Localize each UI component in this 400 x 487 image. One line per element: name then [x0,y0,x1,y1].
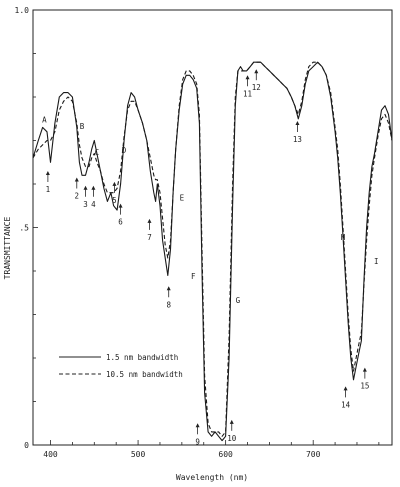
annotation-label: E [180,194,185,203]
annotation-label: B [80,122,85,131]
x-tick-label: 700 [306,450,321,459]
annotation-label: F [191,272,196,281]
annotation-label: 15 [360,382,369,391]
annotation-arrowhead [45,171,50,175]
plot-frame [32,9,393,446]
annotation-label: 2 [75,192,80,201]
legend: 1.5 nm bandwidth 10.5 nm bandwidth [59,353,183,379]
annotation-label: 3 [83,200,88,209]
y-tick-label: .5 [19,224,29,233]
annotation-label: 7 [147,233,152,242]
annotation-label: 6 [118,218,123,227]
annotation-label: H [341,233,346,242]
x-tick-label: 400 [43,450,58,459]
series-line-10-5nm [32,61,393,437]
annotation-arrowhead [118,203,123,208]
annotation-arrowhead [147,218,152,223]
x-tick-label: 500 [131,450,146,459]
annotation-arrowhead [83,185,88,190]
annotation-label: 9 [195,437,200,446]
annotation-label: A [42,115,47,124]
legend-label-solid: 1.5 nm bandwidth [106,353,178,362]
annotation-arrowhead [91,185,96,190]
annotation-arrowhead [254,69,259,74]
annotation-arrowhead [343,386,348,391]
annotation-label: G [236,296,241,305]
annotation-label: C [95,148,100,157]
annotation-label: 11 [243,89,252,98]
annotation-arrowhead [74,177,79,182]
x-axis-label: Wavelength (nm) [176,473,248,482]
annotation-label: I [374,257,379,266]
annotation-arrowhead [362,367,367,372]
annotation-label: D [122,146,127,155]
annotation-arrowhead [229,419,234,424]
annotation-label: 10 [227,434,237,443]
series-line-1-5nm [32,61,393,442]
annotation-label: 13 [293,135,302,144]
annotation-arrowhead [245,75,250,80]
annotation-arrowhead [295,120,300,125]
annotation-label: 4 [91,200,96,209]
legend-label-dashed: 10.5 nm bandwidth [106,370,183,379]
annotation-label: 12 [252,83,261,92]
annotation-label: 14 [341,400,351,409]
annotation-label: 1 [46,185,51,194]
y-axis-label: TRANSMITTANCE [3,217,12,280]
x-tick-label: 600 [218,450,233,459]
annotation-label: 8 [166,300,171,309]
y-tick-label: 1.0 [15,6,30,15]
y-tick-label: 0 [24,441,29,450]
annotation-label: 5 [112,196,117,205]
annotation-arrowhead [166,286,171,291]
annotation-arrowhead [112,181,117,186]
annotation-arrowhead [195,423,200,428]
